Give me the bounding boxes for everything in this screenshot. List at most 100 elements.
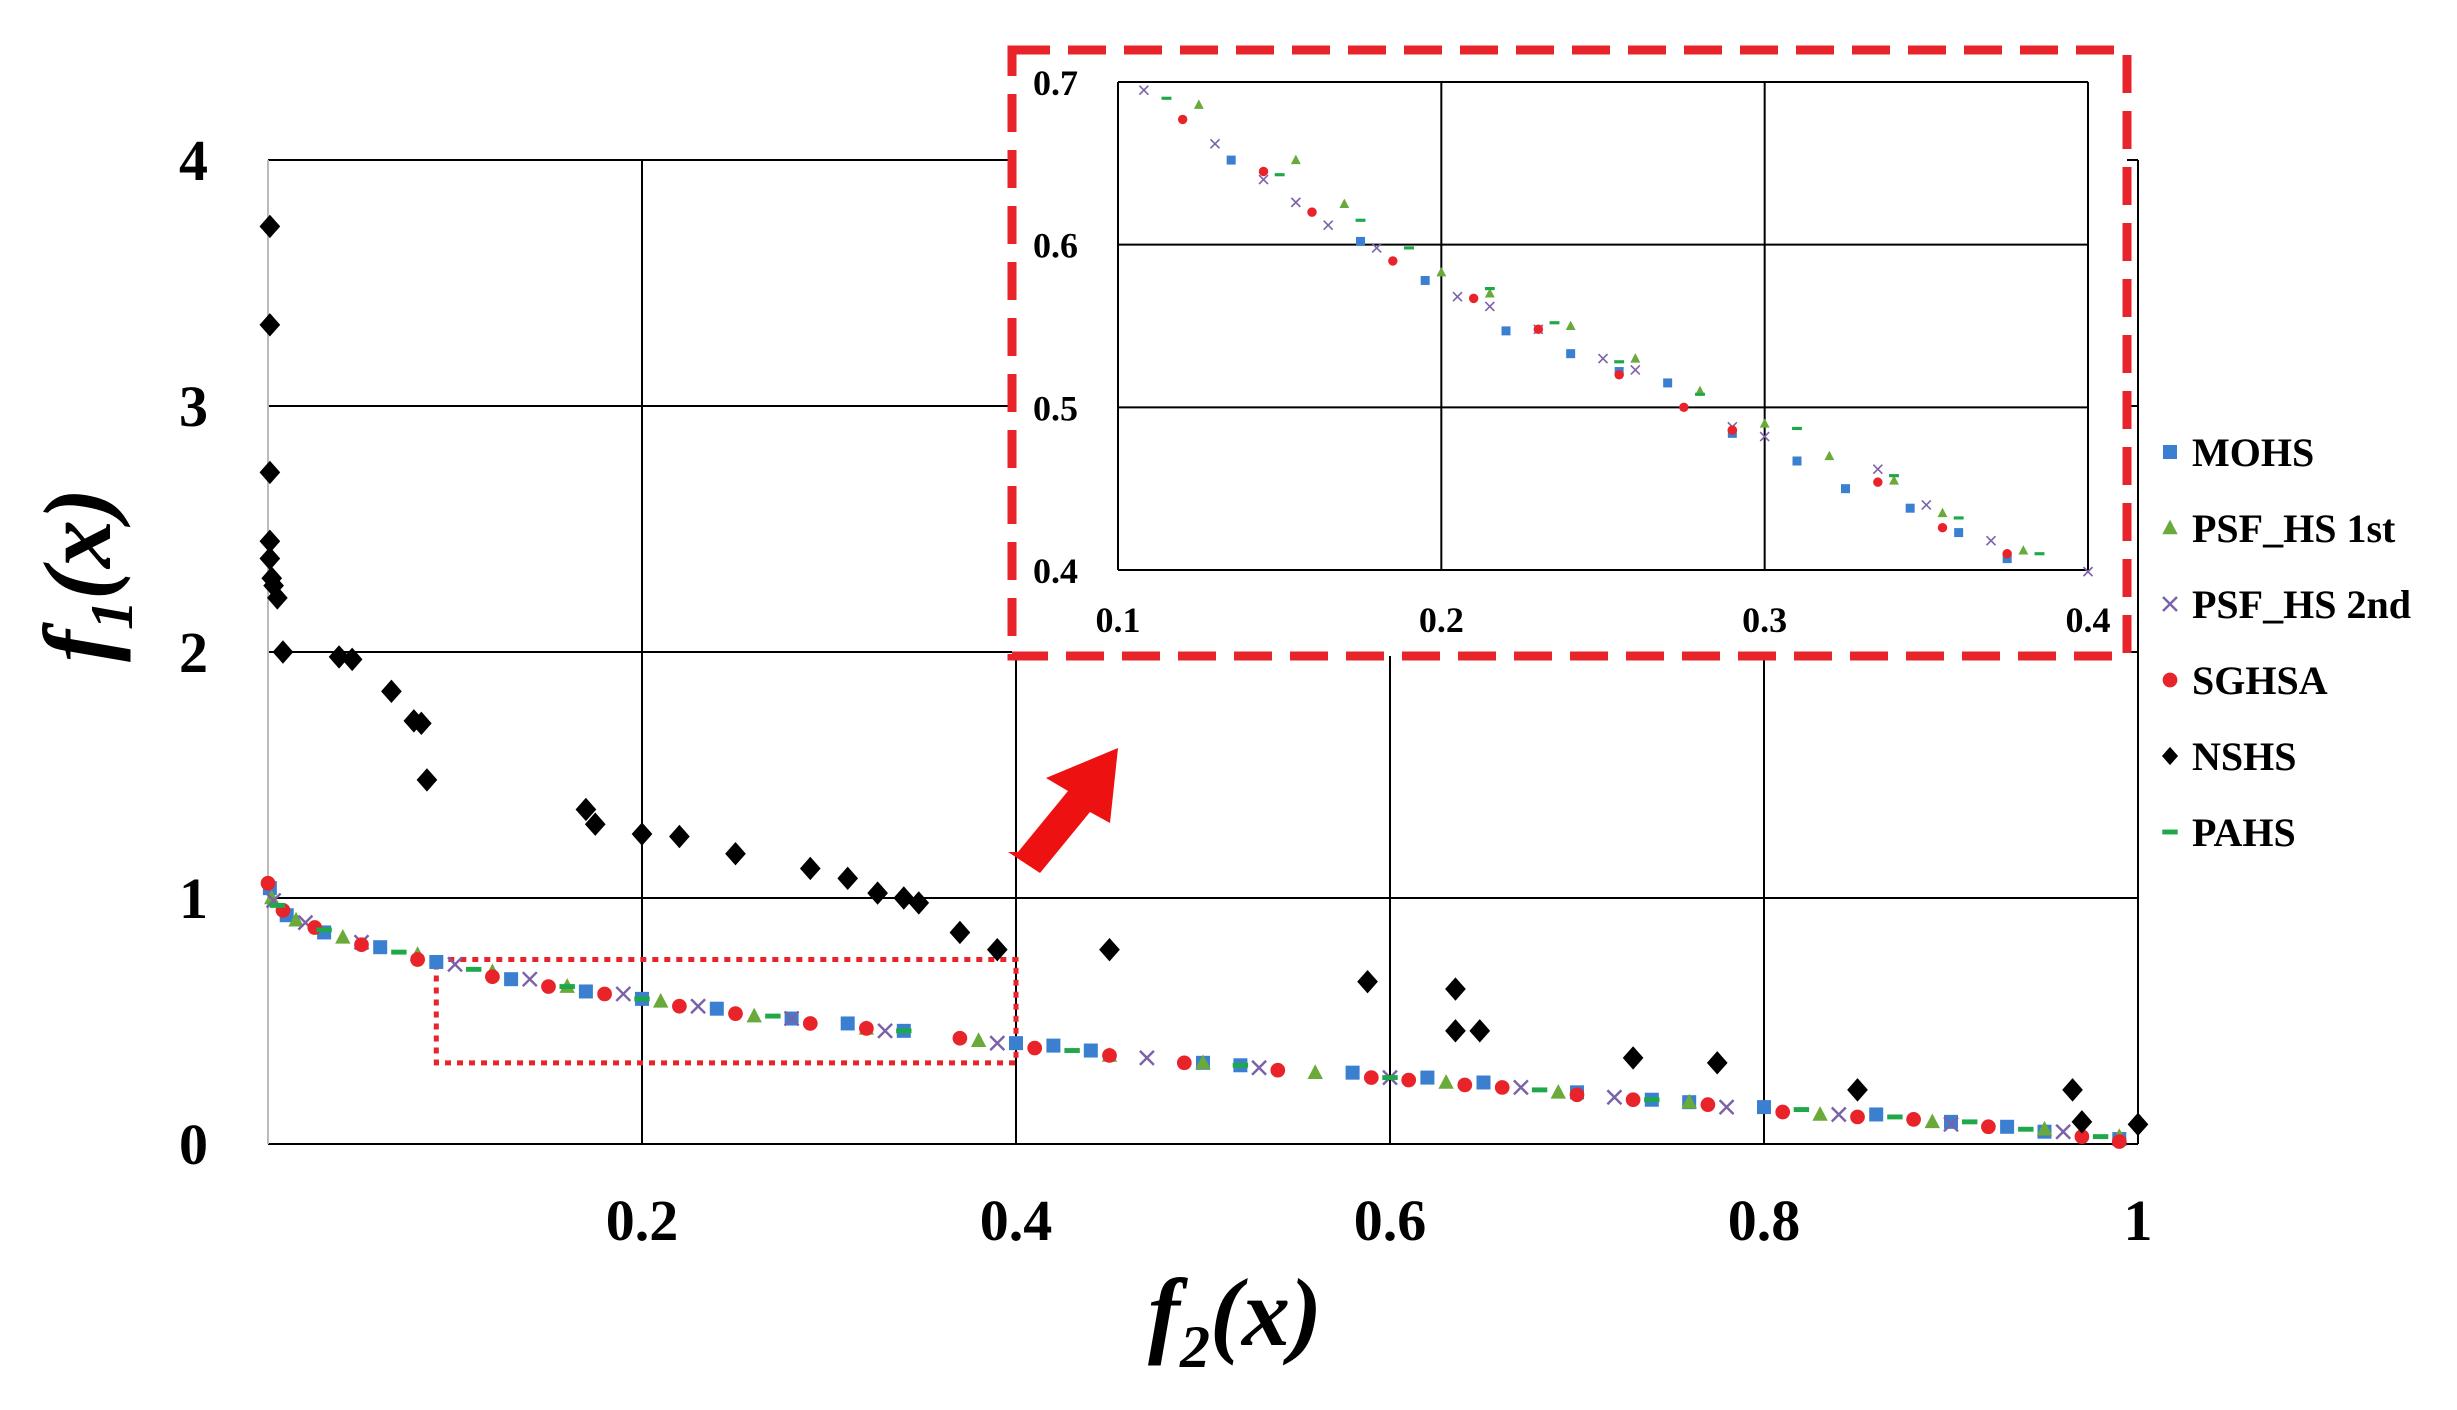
main-point-triangle xyxy=(288,911,304,927)
main-point-dash xyxy=(2092,1134,2109,1140)
legend-label: SGHSA xyxy=(2192,658,2328,703)
inset-point-triangle xyxy=(1824,450,1835,461)
inset-point-square xyxy=(1663,378,1673,388)
main-point-diamond xyxy=(259,546,281,571)
main-point-circle xyxy=(952,1030,968,1046)
inset-y-tick-label: 0.6 xyxy=(1033,226,1078,266)
main-x-tick-label: 0.8 xyxy=(1728,1188,1801,1253)
x-axis-title: f2(x) xyxy=(1148,1259,1322,1380)
inset-point-square xyxy=(1841,484,1850,494)
main-point-dash xyxy=(1887,1114,1903,1120)
main-point-circle xyxy=(410,952,425,967)
main-point-circle xyxy=(1906,1112,1921,1127)
main-point-dash xyxy=(1382,1075,1398,1081)
main-point-square xyxy=(1944,1114,1958,1129)
main-point-diamond xyxy=(2062,1078,2083,1102)
inset-point-square xyxy=(1226,155,1236,165)
inset-data-points xyxy=(1138,85,2094,577)
main-point-diamond xyxy=(575,797,597,822)
main-point-dash xyxy=(765,1013,781,1019)
legend-square-icon xyxy=(2163,445,2177,459)
inset-point-circle xyxy=(1388,256,1398,266)
main-point-diamond xyxy=(1622,1046,1644,1070)
inset-point-cross xyxy=(1985,535,1997,546)
inset-point-circle xyxy=(1679,402,1689,413)
inset-point-dash xyxy=(1889,474,1899,478)
main-point-dash xyxy=(1232,1062,1249,1068)
main-point-square xyxy=(1476,1075,1491,1090)
inset-point-dash xyxy=(1355,218,1366,222)
inset-point-square xyxy=(1905,503,1915,513)
inset-point-square xyxy=(1792,456,1802,466)
main-point-diamond xyxy=(584,812,606,836)
main-point-square xyxy=(1869,1107,1884,1122)
inset-point-cross xyxy=(1323,220,1334,231)
main-point-square xyxy=(373,940,388,955)
main-point-diamond xyxy=(263,573,284,598)
main-point-circle xyxy=(597,986,612,1002)
main-point-circle xyxy=(1625,1092,1641,1108)
inset-point-square xyxy=(1501,326,1511,336)
main-point-dash xyxy=(896,1028,912,1034)
inset-point-dash xyxy=(1614,360,1625,364)
inset-y-tick-labels: 0.4 0.5 0.6 0.7 xyxy=(1033,63,1078,591)
main-point-circle xyxy=(1401,1072,1417,1088)
main-point-dash xyxy=(316,927,332,933)
inset-point-cross xyxy=(1759,431,1770,442)
zoom-arrow-icon xyxy=(1008,748,1118,873)
main-point-circle xyxy=(1027,1040,1043,1056)
inset-point-triangle xyxy=(2018,545,2029,555)
main-point-dash xyxy=(1793,1107,1810,1113)
inset-y-tick-label: 0.7 xyxy=(1033,63,1078,103)
main-point-square xyxy=(504,972,519,987)
main-point-square xyxy=(1009,1036,1023,1051)
inset-point-square xyxy=(1566,349,1576,359)
main-point-dash xyxy=(634,996,650,1002)
legend-diamond-icon xyxy=(2161,746,2179,766)
main-point-circle xyxy=(672,998,687,1014)
inset-point-dash xyxy=(1404,246,1414,250)
main-point-dash xyxy=(2018,1126,2034,1132)
main-point-cross xyxy=(615,986,632,1002)
inset-point-circle xyxy=(1258,166,1269,177)
main-point-triangle xyxy=(1550,1083,1566,1099)
main-point-circle xyxy=(1569,1087,1585,1103)
main-point-dash xyxy=(1962,1119,1978,1125)
main-point-diamond xyxy=(631,822,653,846)
inset-point-cross xyxy=(1484,301,1495,312)
main-point-triangle xyxy=(1924,1113,1940,1129)
main-point-diamond xyxy=(410,711,432,736)
inset-frame xyxy=(1007,45,2132,661)
main-point-diamond xyxy=(267,586,288,610)
main-point-square xyxy=(1083,1043,1098,1058)
main-x-tick-labels: 0.2 0.4 0.6 0.8 1 xyxy=(606,1188,2153,1253)
inset-point-triangle xyxy=(1889,475,1899,485)
main-point-cross xyxy=(1606,1089,1623,1106)
main-y-tick-label: 1 xyxy=(179,866,208,931)
inset-point-dash xyxy=(1274,173,1285,177)
main-point-square xyxy=(2000,1119,2015,1134)
zoom-region-box xyxy=(433,957,1019,1066)
main-point-square xyxy=(709,1001,724,1016)
inset-point-cross xyxy=(1452,291,1463,302)
inset-y-tick-label: 0.5 xyxy=(1033,388,1078,428)
main-point-cross xyxy=(690,998,706,1015)
main-point-diamond xyxy=(949,920,971,945)
inset-point-cross xyxy=(2082,566,2094,577)
main-point-diamond xyxy=(986,937,1008,962)
main-point-diamond xyxy=(1469,1019,1491,1043)
inset-y-tick-label: 0.4 xyxy=(1033,551,1078,591)
inset-x-tick-labels: 0.1 0.2 0.3 0.4 xyxy=(1096,600,2111,640)
main-point-cross xyxy=(1139,1050,1155,1066)
inset-x-tick-label: 0.3 xyxy=(1742,600,1787,640)
main-point-diamond xyxy=(381,679,402,704)
main-point-cross xyxy=(447,956,463,973)
inset-point-triangle xyxy=(1290,154,1301,165)
main-point-triangle xyxy=(1681,1093,1697,1109)
main-point-diamond xyxy=(2127,1112,2149,1137)
legend-item: SGHSA xyxy=(2162,658,2328,703)
main-point-diamond xyxy=(259,313,281,337)
inset-point-cross xyxy=(1138,85,1149,96)
main-point-dash xyxy=(391,949,407,955)
